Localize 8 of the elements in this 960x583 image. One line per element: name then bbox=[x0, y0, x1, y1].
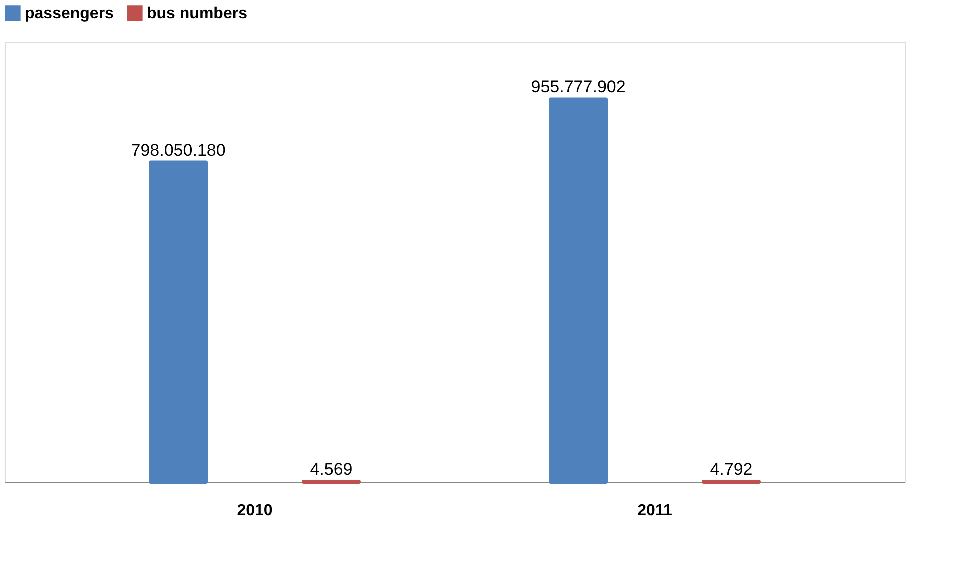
data-label: 4.569 bbox=[310, 460, 353, 479]
data-label: 798.050.180 bbox=[131, 140, 226, 160]
x-tick-label: 2010 bbox=[237, 502, 273, 520]
legend-label: bus numbers bbox=[147, 5, 248, 22]
data-label: 955.777.902 bbox=[531, 78, 626, 97]
data-label: 4.792 bbox=[710, 460, 753, 479]
x-tick-label: 2011 bbox=[638, 502, 672, 520]
legend-label: passengers bbox=[25, 5, 114, 22]
